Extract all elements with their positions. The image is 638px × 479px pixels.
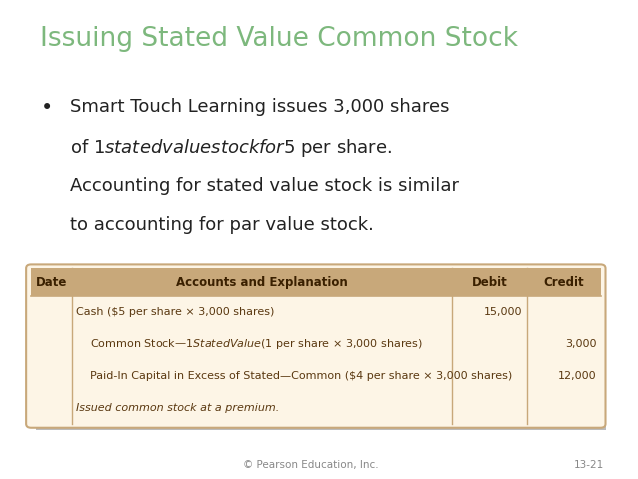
Text: 12,000: 12,000 <box>558 371 597 381</box>
Text: Paid-In Capital in Excess of Stated—Common ($4 per share × 3,000 shares): Paid-In Capital in Excess of Stated—Comm… <box>90 371 512 381</box>
Text: Debit: Debit <box>471 275 507 289</box>
Text: Accounts and Explanation: Accounts and Explanation <box>177 275 348 289</box>
Text: Common Stock—$1 Stated Value ($1 per share × 3,000 shares): Common Stock—$1 Stated Value ($1 per sha… <box>90 337 423 351</box>
Text: Cash ($5 per share × 3,000 shares): Cash ($5 per share × 3,000 shares) <box>77 307 275 317</box>
Bar <box>36 274 605 430</box>
Text: Smart Touch Learning issues 3,000 shares: Smart Touch Learning issues 3,000 shares <box>70 98 450 116</box>
Text: Date: Date <box>36 275 67 289</box>
Text: •: • <box>40 98 53 118</box>
Bar <box>31 268 600 296</box>
Text: Accounting for stated value stock is similar: Accounting for stated value stock is sim… <box>70 177 459 195</box>
FancyBboxPatch shape <box>26 264 605 428</box>
Text: 13-21: 13-21 <box>574 460 604 470</box>
Text: Issued common stock at a premium.: Issued common stock at a premium. <box>77 403 279 413</box>
Text: Credit: Credit <box>543 275 584 289</box>
Text: 3,000: 3,000 <box>565 339 597 349</box>
Text: 15,000: 15,000 <box>484 307 523 317</box>
Text: Issuing Stated Value Common Stock: Issuing Stated Value Common Stock <box>40 26 519 52</box>
Text: © Pearson Education, Inc.: © Pearson Education, Inc. <box>243 460 379 470</box>
Text: to accounting for par value stock.: to accounting for par value stock. <box>70 216 375 234</box>
Text: of $1 stated value stock for $5 per share.: of $1 stated value stock for $5 per shar… <box>70 137 392 160</box>
